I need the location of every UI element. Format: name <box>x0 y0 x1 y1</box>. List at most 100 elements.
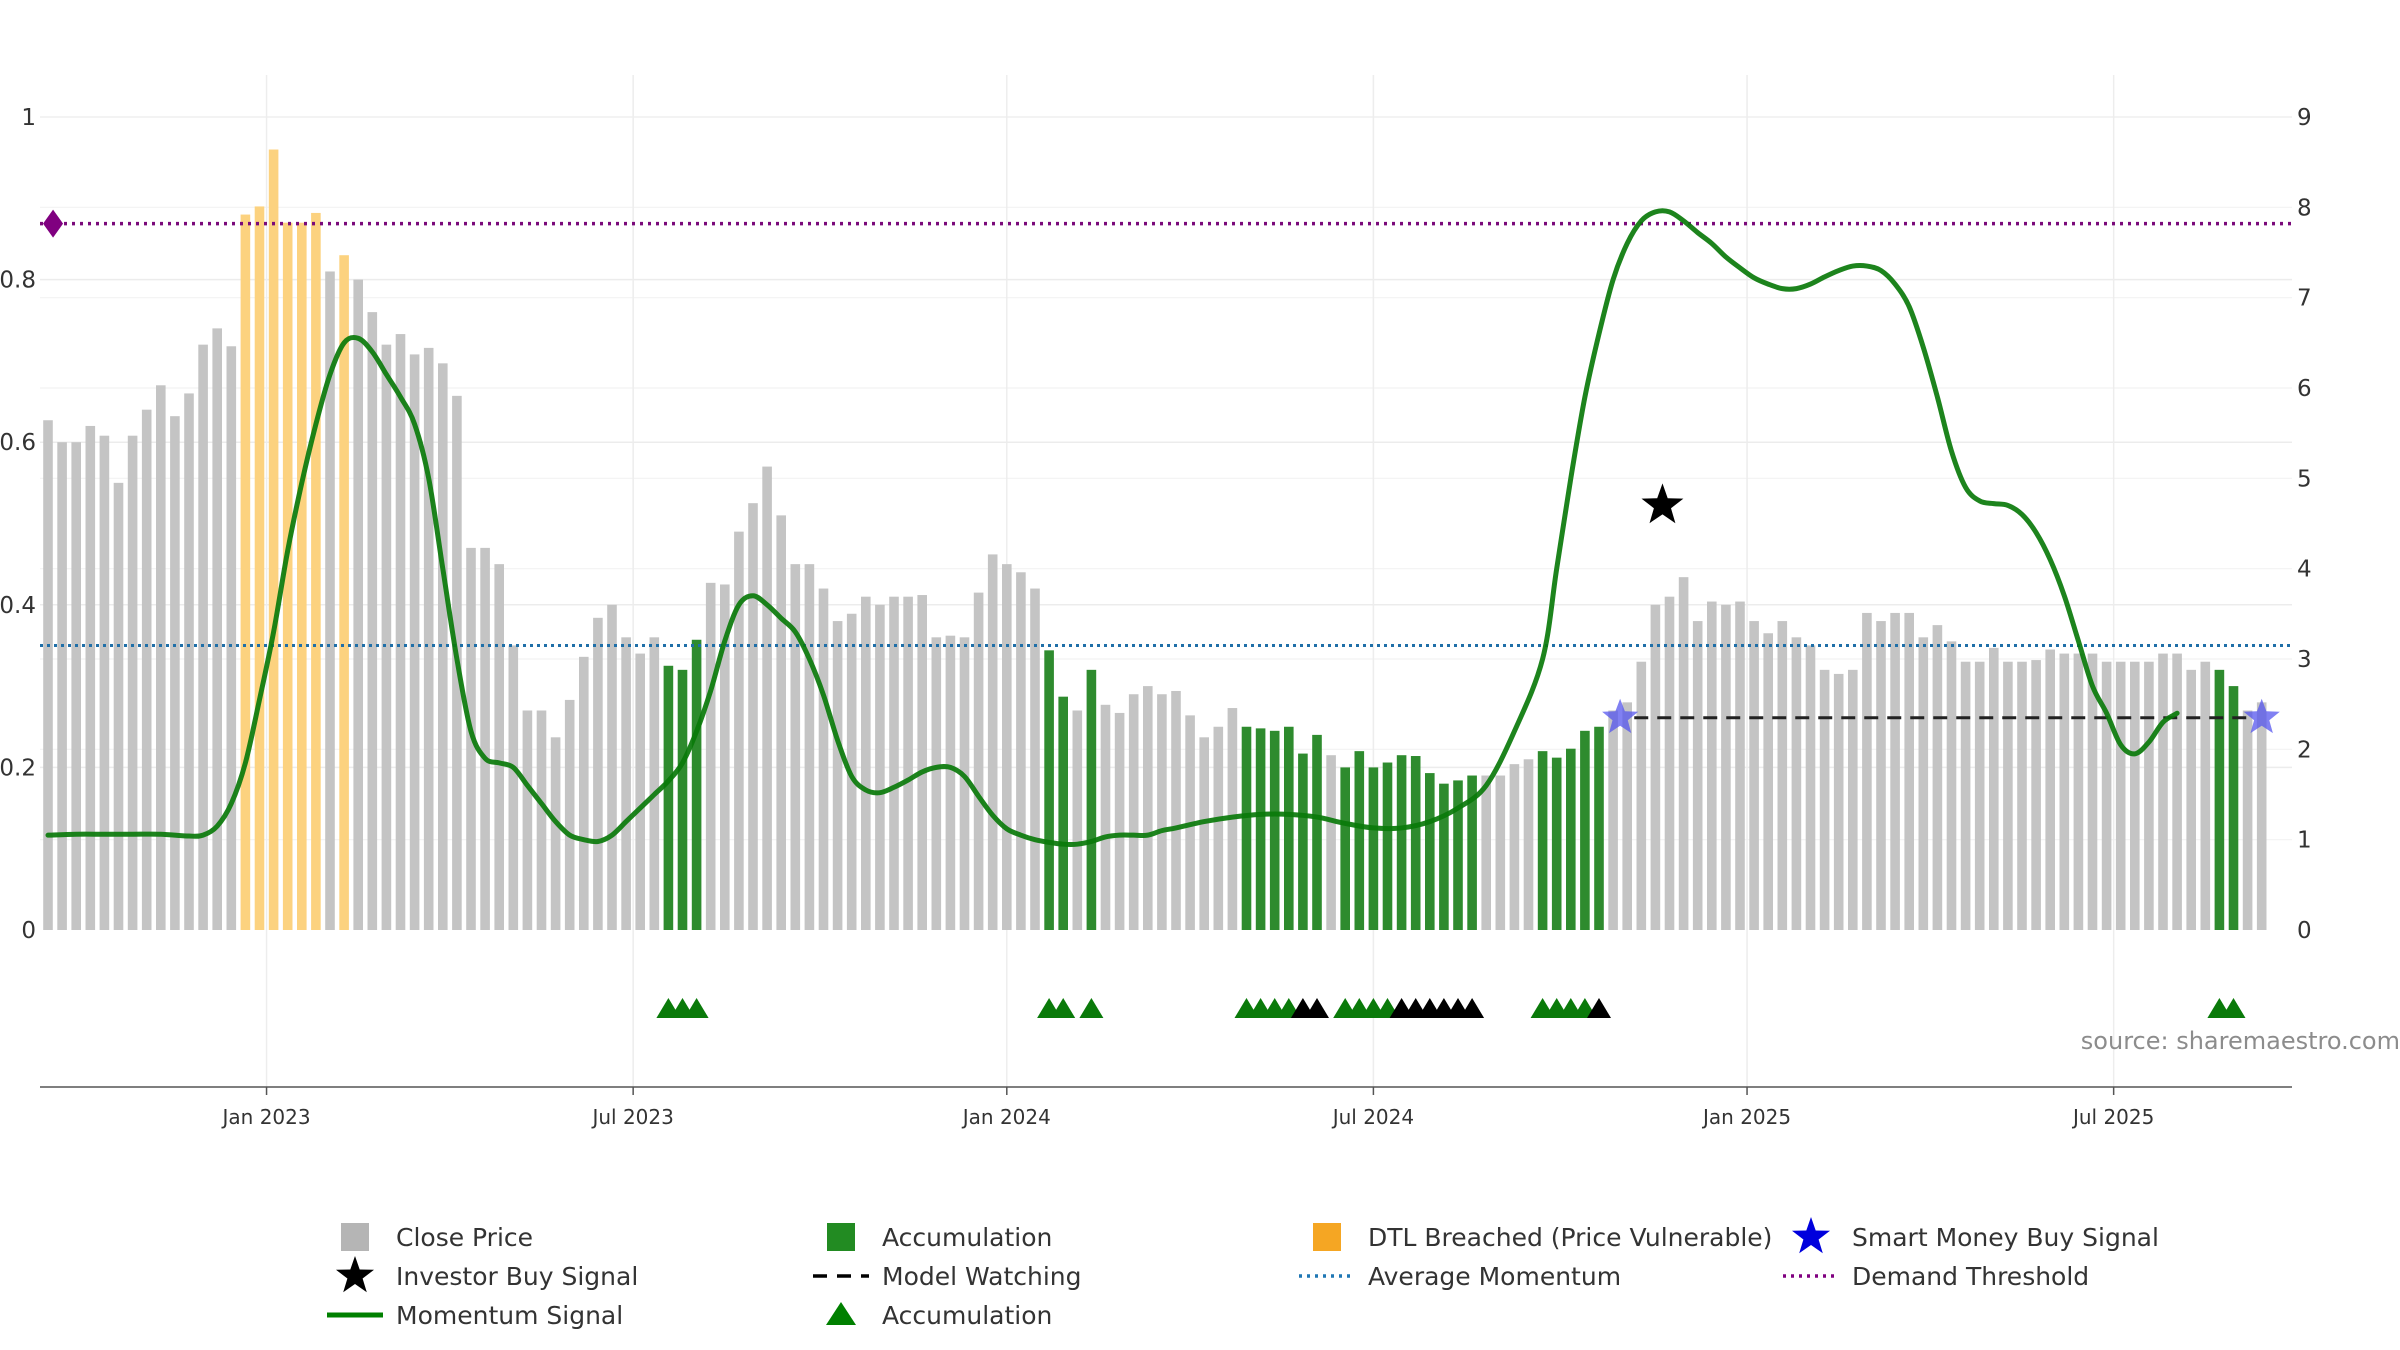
close-price-bar <box>564 699 575 930</box>
close-price-bar <box>1918 637 1929 930</box>
close-price-bar <box>1143 686 1153 930</box>
accumulation-bar <box>1368 767 1379 930</box>
legend-swatch <box>1313 1223 1341 1251</box>
close-price-bar <box>1495 775 1506 930</box>
close-price-bar <box>1989 647 1999 930</box>
axes: Jan 2023 Jul 2023 Jan 2024 Jul 2024 Jan 2025… <box>0 105 2312 1129</box>
close-price-bar <box>156 385 166 930</box>
accumulation-bar <box>1410 756 1421 930</box>
close-price-bar <box>889 596 899 930</box>
close-price-bar <box>607 604 617 930</box>
legend-item: Average Momentum <box>1299 1262 1621 1291</box>
legend-triangle <box>826 1302 856 1325</box>
close-price-bar <box>2172 653 2182 930</box>
close-price-bar <box>818 588 829 930</box>
close-price-bar <box>2059 653 2070 930</box>
accumulation-bar <box>1580 730 1590 930</box>
close-price-bar <box>226 346 237 930</box>
legend-label: Accumulation <box>882 1301 1052 1330</box>
close-price-bar <box>1974 661 1985 930</box>
close-price-bar <box>579 656 589 930</box>
close-price-bar <box>593 617 603 930</box>
legend-swatch <box>341 1223 369 1251</box>
x-tick-label: Jul 2025 <box>2071 1105 2154 1129</box>
close-price-bar <box>1664 596 1675 930</box>
legend-item: Model Watching <box>813 1262 1082 1291</box>
y-left-tick-label: 0.6 <box>0 430 36 456</box>
smart-money-buy-star <box>2243 698 2280 734</box>
x-tick-label: Jan 2023 <box>221 1105 311 1129</box>
close-price-bar <box>2017 661 2027 930</box>
accumulation-bar <box>1439 783 1449 930</box>
accumulation-bar <box>1382 762 1393 930</box>
dtl-breached-bar <box>282 222 293 930</box>
accumulation-bar <box>1058 696 1068 930</box>
close-price-bar <box>1650 604 1661 930</box>
accumulation-bar <box>1312 734 1322 930</box>
close-price-bar <box>2200 661 2211 930</box>
close-price-bar <box>1636 661 1647 930</box>
close-price-bar <box>776 515 786 930</box>
close-price-bar <box>705 582 716 930</box>
dtl-breached-bar <box>297 222 307 930</box>
legend-label: DTL Breached (Price Vulnerable) <box>1368 1223 1772 1252</box>
dtl-breached-bar <box>240 214 251 930</box>
close-price-bar <box>1735 601 1745 930</box>
accumulation-triangle <box>1051 998 1076 1018</box>
close-price-bar <box>1960 661 1971 930</box>
legend-label: Accumulation <box>882 1223 1052 1252</box>
y-left-tick-label: 0.2 <box>0 755 36 781</box>
y-right-tick-label: 8 <box>2297 195 2312 221</box>
close-price-bar <box>522 710 533 930</box>
close-price-bar <box>353 279 363 931</box>
close-price-bar <box>1763 633 1773 930</box>
legend-label: Smart Money Buy Signal <box>1852 1223 2159 1252</box>
close-price-bar <box>2087 653 2098 930</box>
y-left-tick-label: 0.8 <box>0 268 36 294</box>
close-price-bar <box>198 344 208 930</box>
accumulation-bar <box>1425 773 1435 930</box>
close-price-bar <box>1326 755 1336 930</box>
close-price-bar <box>1622 702 1632 930</box>
close-price-bar <box>2186 669 2196 930</box>
close-price-bar <box>2003 661 2013 930</box>
close-price-bar <box>325 271 335 931</box>
legend-item: Investor Buy Signal <box>336 1256 638 1293</box>
reference-lines <box>40 209 2292 720</box>
close-price-bar <box>1862 612 1872 930</box>
close-price-bar <box>804 564 815 930</box>
close-price-bar <box>1848 669 1858 930</box>
close-price-bar <box>2101 661 2112 930</box>
demand-marker <box>43 209 64 238</box>
close-price-bar <box>2130 661 2140 930</box>
legend-item: Demand Threshold <box>1783 1262 2089 1291</box>
close-price-bar <box>2115 661 2126 930</box>
close-price-bar <box>99 435 110 930</box>
accumulation-bar <box>1566 748 1576 930</box>
accumulation-bar <box>1269 730 1280 930</box>
close-price-bar <box>1199 737 1209 930</box>
close-price-bar <box>720 584 730 930</box>
legend-label: Momentum Signal <box>396 1301 623 1330</box>
legend-star <box>336 1256 374 1293</box>
y-right-tick-label: 2 <box>2297 737 2312 763</box>
close-price-bar <box>1157 694 1167 930</box>
close-price-bar <box>635 653 645 930</box>
y-right-tick-label: 9 <box>2297 105 2312 131</box>
close-price-bar <box>71 442 81 930</box>
accumulation-bar <box>1537 751 1548 930</box>
accumulation-bar <box>1594 726 1604 930</box>
close-price-bar <box>395 334 406 930</box>
close-price-bar <box>113 482 124 930</box>
momentum-signal <box>45 208 2180 847</box>
accumulation-bar <box>2228 686 2239 930</box>
close-price-bar <box>1692 621 1703 930</box>
close-price-bar <box>1608 710 1618 930</box>
y-right-tick-label: 5 <box>2297 466 2312 492</box>
accumulation-bar <box>1396 755 1407 930</box>
dtl-breached-bar <box>339 255 349 930</box>
accumulation-triangle <box>1079 998 1104 1018</box>
source-label: source: sharemaestro.com <box>2081 1027 2400 1055</box>
investor-buy-star <box>1641 483 1684 524</box>
close-price-bar <box>2242 710 2253 930</box>
